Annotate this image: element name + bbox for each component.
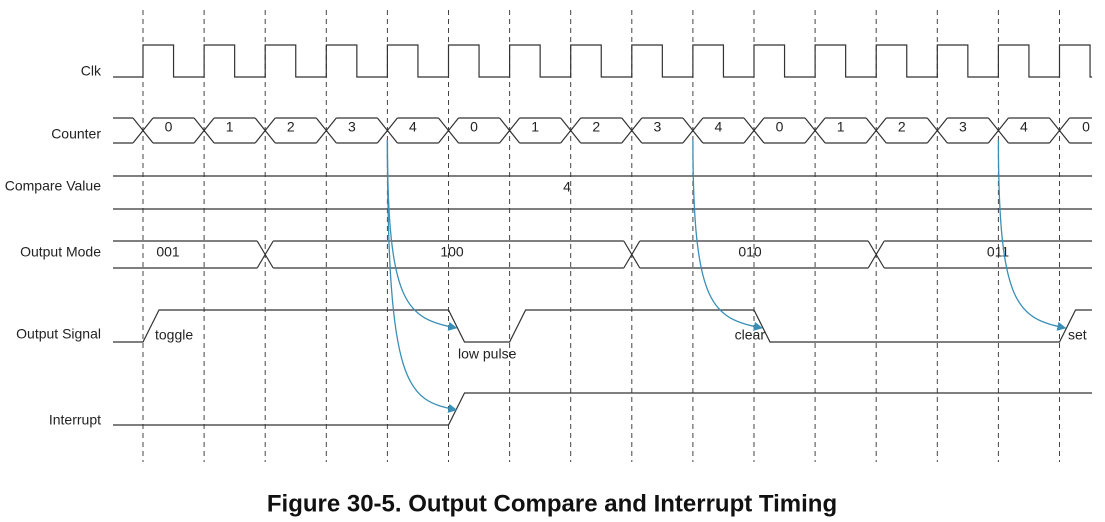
counter-bus-cross	[315, 117, 337, 144]
mode-bus-cross	[867, 240, 885, 269]
output-annotation: clear	[735, 327, 766, 343]
mode-bus-cross	[256, 240, 274, 269]
output-annotation: low pulse	[458, 346, 517, 362]
cause-arrow	[386, 139, 458, 331]
signal-label: Output Signal	[16, 326, 101, 342]
counter-bus	[336, 117, 378, 144]
counter-value: 4	[715, 119, 723, 135]
counter-bus-cross	[438, 117, 459, 144]
counter-value: 0	[165, 119, 173, 135]
mode-value: 001	[156, 244, 180, 260]
counter-value: 1	[531, 119, 539, 135]
counter-value: 0	[1082, 119, 1090, 135]
counter-value: 2	[287, 119, 295, 135]
counter-bus-cross	[621, 117, 643, 144]
mode-bus	[113, 240, 258, 269]
counter-bus-cross	[743, 117, 765, 144]
counter-bus-cross	[926, 117, 948, 144]
counter-value: 3	[348, 119, 356, 135]
compare-value: 4	[563, 179, 571, 195]
counter-bus	[947, 117, 989, 144]
mode-value: 010	[738, 244, 762, 260]
cause-arrow	[997, 139, 1067, 331]
counter-bus	[1069, 117, 1092, 144]
signal-label: Counter	[51, 126, 101, 142]
counter-bus	[764, 117, 806, 144]
interrupt-wave	[113, 392, 1092, 426]
counter-bus	[825, 117, 867, 144]
counter-bus	[214, 117, 256, 144]
counter-bus-cross	[1049, 117, 1070, 144]
counter-bus-cross	[193, 117, 215, 144]
counter-bus-cross	[804, 117, 826, 144]
signal-label: Interrupt	[49, 412, 101, 428]
signal-label: Clk	[81, 63, 102, 79]
counter-value: 3	[959, 119, 967, 135]
counter-value: 0	[470, 119, 478, 135]
signal-label: Compare Value	[5, 178, 101, 194]
counter-bus	[113, 117, 133, 144]
mode-bus-cross	[623, 240, 641, 269]
counter-bus-cross	[376, 117, 398, 144]
counter-bus	[519, 117, 561, 144]
counter-bus	[886, 117, 928, 144]
counter-bus	[580, 117, 622, 144]
counter-bus-cross	[254, 117, 276, 144]
output-wave	[113, 309, 1092, 343]
counter-bus	[641, 117, 683, 144]
counter-bus	[458, 117, 500, 144]
counter-bus-cross	[682, 117, 704, 144]
counter-value: 1	[837, 119, 845, 135]
counter-bus	[702, 117, 744, 144]
caption: Figure 30-5. Output Compare and Interrup…	[267, 490, 837, 517]
cause-arrow	[692, 139, 763, 331]
mode-bus	[273, 240, 624, 269]
signal-label: Output Mode	[20, 244, 101, 260]
mode-value: 011	[987, 244, 1010, 260]
counter-bus-cross	[987, 117, 1009, 144]
counter-value: 4	[409, 119, 417, 135]
counter-bus-cross	[560, 117, 582, 144]
counter-value: 3	[653, 119, 661, 135]
counter-value: 0	[776, 119, 784, 135]
mode-bus	[639, 240, 869, 269]
counter-bus	[275, 117, 317, 144]
clock-wave	[113, 44, 1092, 78]
cause-arrow	[386, 139, 458, 413]
counter-bus-cross	[499, 117, 521, 144]
counter-bus	[153, 117, 195, 144]
counter-value: 2	[898, 119, 906, 135]
mode-bus	[884, 240, 1092, 269]
compare-bus	[113, 175, 1092, 210]
counter-bus	[1008, 117, 1050, 144]
counter-bus-cross	[865, 117, 887, 144]
counter-bus	[397, 117, 439, 144]
output-annotation: set	[1068, 327, 1087, 343]
counter-bus-cross	[132, 117, 154, 144]
output-annotation: toggle	[155, 327, 193, 343]
counter-value: 2	[592, 119, 600, 135]
counter-value: 4	[1020, 119, 1028, 135]
mode-value: 100	[440, 244, 464, 260]
counter-value: 1	[226, 119, 234, 135]
